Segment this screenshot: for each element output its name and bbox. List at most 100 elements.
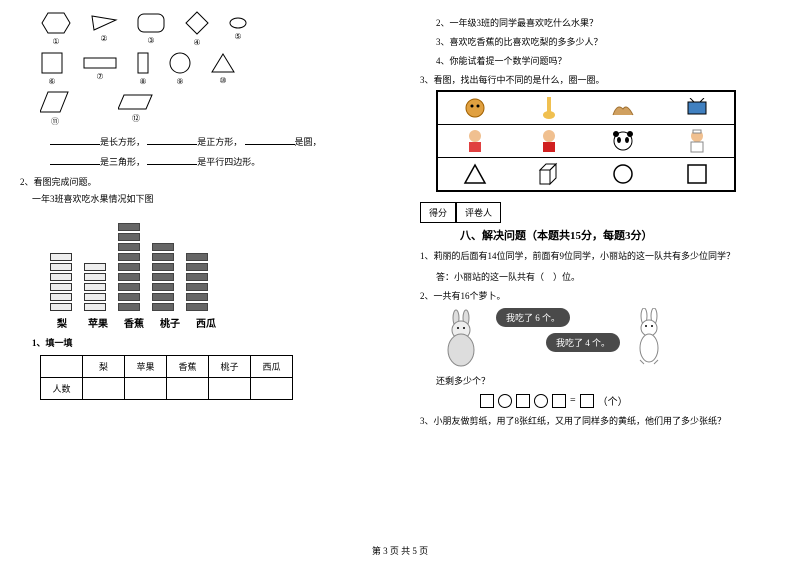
chart-block	[118, 273, 140, 281]
blank-input[interactable]	[245, 135, 295, 145]
table-data-row: 人数	[41, 378, 293, 400]
table-cell-input[interactable]	[125, 378, 167, 400]
camel-icon	[609, 97, 637, 119]
problem-2: 2、一共有16个萝卜。	[420, 289, 780, 302]
text: 是正方形，	[197, 137, 242, 147]
rounded-rect-icon	[136, 12, 166, 34]
chart-block	[118, 303, 140, 311]
chart-block	[118, 253, 140, 261]
eq-box[interactable]	[580, 394, 594, 408]
pic-nurse	[660, 125, 734, 157]
table-header-cell: 梨	[83, 356, 125, 378]
chart-block	[50, 303, 72, 311]
table-cell-input[interactable]	[209, 378, 251, 400]
chart-block	[50, 263, 72, 271]
chart-block	[84, 273, 106, 281]
right-column: 2、一年级3班的同学最喜欢吃什么水果？ 3、喜欢吃香蕉的比喜欢吃梨的多多少人？ …	[400, 0, 800, 535]
pic-panda	[586, 125, 660, 157]
table-header-cell: 桃子	[209, 356, 251, 378]
shape-tall-rect: ⑧	[136, 51, 150, 86]
triangle-icon	[210, 52, 236, 74]
chart-block	[152, 263, 174, 271]
blank-input[interactable]	[50, 135, 100, 145]
shape-parallelogram-2: ⑫	[118, 93, 154, 124]
panda-icon	[611, 129, 635, 153]
chart-block	[118, 233, 140, 241]
problem-1: 1、莉丽的后面有14位同学，前面有9位同学，小丽站的这一队共有多少位同学？	[420, 249, 780, 262]
chart-block	[84, 263, 106, 271]
equals-text: =	[570, 395, 576, 406]
eq-box[interactable]	[480, 394, 494, 408]
eq-op[interactable]	[534, 394, 548, 408]
question-2: 2、一年级3班的同学最喜欢吃什么水果？	[436, 16, 780, 29]
chart-block	[118, 223, 140, 231]
shape-label: ③	[147, 36, 154, 45]
fill-line-2: 是三角形， 是平行四边形。	[50, 153, 380, 171]
chart-block	[50, 293, 72, 301]
q2-title: 2、看图完成问题。	[20, 175, 380, 188]
score-cell[interactable]: 得分	[420, 202, 456, 223]
table-cell-input[interactable]	[167, 378, 209, 400]
shape-rect: ⑦	[82, 56, 118, 81]
pic-row-shapes	[438, 158, 734, 190]
triangle-icon	[463, 163, 487, 185]
shape-label: ⑪	[51, 116, 59, 127]
equation-row: = （个）	[480, 393, 780, 408]
chart-block	[50, 283, 72, 291]
tv-icon	[686, 98, 708, 118]
shape-label: ⑩	[219, 76, 226, 85]
chart-block	[152, 243, 174, 251]
lion-icon	[462, 96, 488, 120]
pic-camel	[586, 92, 660, 124]
eq-box[interactable]	[552, 394, 566, 408]
shape-label: ⑫	[132, 113, 140, 124]
blank-input[interactable]	[50, 155, 100, 165]
table-header-cell: 西瓜	[251, 356, 293, 378]
shape-row-1: ① ② ③ ④ ⑤	[20, 10, 380, 47]
shape-row-3: ⑪ ⑫	[20, 90, 380, 127]
text: 是三角形，	[100, 157, 145, 167]
chart-label: 苹果	[86, 315, 110, 330]
q2-sub: 一年3班喜欢吃水果情况如下图	[32, 192, 380, 205]
chart-block	[152, 293, 174, 301]
problem-3: 3、小朋友做剪纸，用了8张红纸，又用了同样多的黄纸，他们用了多少张纸？	[420, 414, 780, 427]
girl-icon	[539, 128, 559, 154]
shape-triangle: ⑩	[210, 52, 236, 85]
table-header-cell	[41, 356, 83, 378]
shape-label: ⑤	[234, 32, 241, 41]
pic-row-people	[438, 125, 734, 158]
shape-circle: ⑨	[168, 51, 192, 86]
shape-label: ①	[52, 37, 59, 46]
table-cell-input[interactable]	[251, 378, 293, 400]
shape-row-2: ⑥ ⑦ ⑧ ⑨ ⑩	[20, 51, 380, 86]
eq-op[interactable]	[498, 394, 512, 408]
page: ① ② ③ ④ ⑤	[0, 0, 800, 535]
grader-cell[interactable]: 评卷人	[456, 202, 501, 223]
blank-input[interactable]	[147, 135, 197, 145]
fill-line-1: 是长方形， 是正方形， 是圆，	[50, 133, 380, 151]
table-cell-input[interactable]	[83, 378, 125, 400]
chart-block	[118, 283, 140, 291]
table-row-label: 人数	[41, 378, 83, 400]
text: 是长方形，	[100, 137, 145, 147]
pic-giraffe	[512, 92, 586, 124]
shape-label: ⑥	[48, 77, 55, 86]
triangle-flag-icon	[90, 14, 118, 32]
pic-lion	[438, 92, 512, 124]
chart-block	[186, 293, 208, 301]
chart-block	[84, 283, 106, 291]
question-3: 3、喜欢吃香蕉的比喜欢吃梨的多多少人？	[436, 35, 780, 48]
rabbit-left-icon	[440, 308, 486, 368]
answer-1: 答：小丽站的这一队共有（ ）位。	[436, 270, 780, 283]
eq-box[interactable]	[516, 394, 530, 408]
pic-tv	[660, 92, 734, 124]
square-icon	[686, 163, 708, 185]
parallelogram-icon	[40, 90, 70, 114]
table-header-cell: 香蕉	[167, 356, 209, 378]
blank-input[interactable]	[147, 155, 197, 165]
fruit-chart	[50, 211, 380, 311]
question-4: 4、你能试着提一个数学问题吗？	[436, 54, 780, 67]
cube-icon	[536, 162, 562, 186]
page-footer: 第 3 页 共 5 页	[0, 544, 800, 557]
shape-hexagon: ①	[40, 11, 72, 46]
